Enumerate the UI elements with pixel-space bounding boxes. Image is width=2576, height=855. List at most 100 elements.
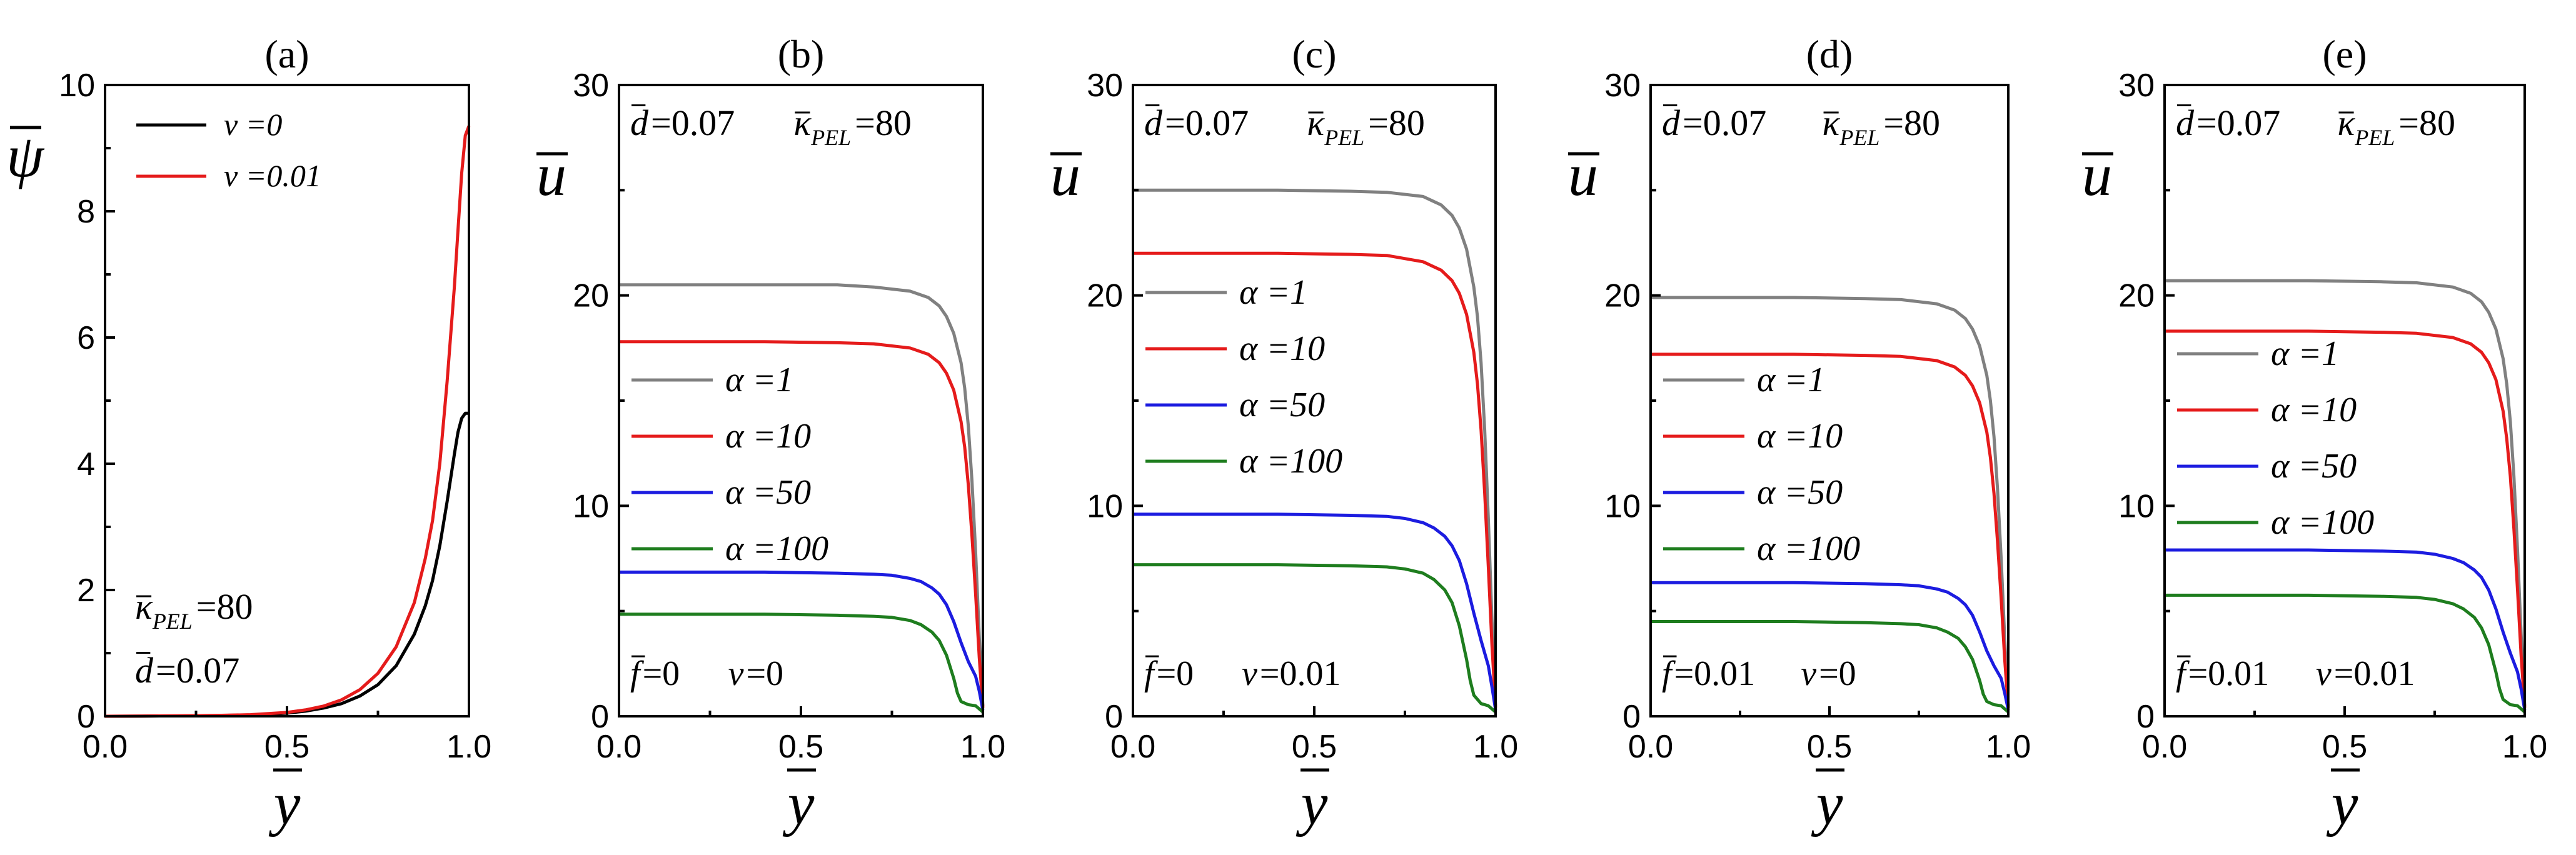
panel-label: (d) — [1806, 32, 1853, 76]
y-tick-label: 20 — [1604, 278, 1641, 314]
kappa-annotation-subscript: PEL — [810, 125, 851, 150]
y-tick-label: 20 — [1087, 278, 1123, 314]
legend-label: α =50 — [1757, 473, 1843, 512]
x-tick-label: 0.5 — [1292, 729, 1337, 765]
x-tick-label: 0.0 — [83, 729, 128, 765]
nu-annotation-symbol: ν — [2316, 654, 2332, 693]
y-tick-label: 0 — [2136, 699, 2155, 735]
series-line-2 — [1133, 251, 1497, 708]
x-axis-label: y — [2326, 770, 2358, 837]
kappa-annotation-value: =80 — [1883, 102, 1940, 143]
kappa-annotation-symbol: κ — [135, 586, 153, 627]
kappa-annotation-subscript: PEL — [2354, 125, 2395, 150]
y-tick-label: 0 — [1623, 699, 1641, 735]
nu-annotation: ν=0.01 — [2316, 654, 2415, 693]
y-tick-label: 20 — [573, 278, 609, 314]
d-annotation: d=0.07 — [1144, 102, 1249, 143]
y-axis-label: u — [1050, 141, 1080, 208]
d-annotation: d=0.07 — [1662, 102, 1766, 143]
kappa-annotation-subscript: PEL — [1324, 125, 1364, 150]
x-tick-label: 0.5 — [778, 729, 823, 765]
y-axis-label: u — [536, 141, 566, 208]
nu-annotation-symbol: ν — [728, 654, 744, 693]
x-tick-label: 1.0 — [1986, 729, 2031, 765]
kappa-annotation-value: =80 — [1368, 102, 1425, 143]
kappa-annotation: κPEL =80 — [1823, 102, 1940, 150]
legend-label: α =10 — [1757, 417, 1843, 456]
f-annotation-value: =0 — [643, 654, 680, 693]
x-tick-label: 0.0 — [2142, 729, 2187, 765]
d-annotation-value: =0.07 — [1683, 102, 1766, 143]
d-annotation-symbol: d — [1662, 102, 1681, 143]
nu-annotation-symbol: ν — [1801, 654, 1816, 693]
nu-annotation-value: =0.01 — [2334, 654, 2415, 693]
series-line-4 — [619, 612, 984, 714]
legend-label: α =10 — [1239, 329, 1325, 368]
series-line-3 — [1651, 581, 2010, 711]
d-annotation: d=0.07 — [135, 650, 239, 691]
kappa-annotation: κPEL =80 — [1307, 102, 1424, 150]
series-line-2 — [2165, 329, 2527, 708]
y-tick-label: 8 — [77, 194, 95, 230]
series-line-4 — [1651, 620, 2010, 714]
series-line-4 — [2165, 593, 2526, 714]
kappa-annotation-value: =80 — [196, 586, 253, 627]
y-tick-label: 0 — [77, 699, 95, 735]
kappa-annotation-symbol: κ — [793, 102, 812, 143]
d-annotation-value: =0.07 — [651, 102, 735, 143]
legend-label: α =10 — [725, 417, 811, 456]
legend-label: α =100 — [1757, 529, 1860, 568]
y-tick-label: 4 — [77, 446, 95, 482]
x-tick-label: 0.5 — [1807, 729, 1852, 765]
d-annotation-symbol: d — [135, 650, 154, 691]
f-annotation: f=0 — [630, 654, 680, 693]
x-tick-label: 1.0 — [2502, 729, 2547, 765]
legend-label: α =50 — [725, 473, 811, 512]
y-tick-label: 20 — [2118, 278, 2155, 314]
f-annotation: f=0.01 — [1662, 654, 1755, 693]
d-annotation-value: =0.07 — [1165, 102, 1249, 143]
f-annotation-value: =0.01 — [1674, 654, 1756, 693]
y-tick-label: 30 — [1604, 68, 1641, 104]
y-tick-label: 0 — [591, 699, 609, 735]
series-line-1 — [1651, 296, 2010, 706]
chart-panel-d: (d) 0 10 20 30 0.0 0.5 1.0 y u d=0.07 κPEL =80 f=0.01… — [1568, 32, 2031, 837]
x-tick-label: 0.0 — [1628, 729, 1673, 765]
nu-annotation: ν=0 — [1801, 654, 1856, 693]
d-annotation-symbol: d — [2176, 102, 2195, 143]
x-tick-label: 1.0 — [960, 729, 1005, 765]
x-axis-label: y — [1811, 770, 1843, 837]
y-tick-label: 10 — [573, 488, 609, 524]
x-tick-label: 0.0 — [596, 729, 641, 765]
y-tick-label: 30 — [573, 68, 609, 104]
legend-label: ν =0.01 — [224, 158, 321, 193]
d-annotation-symbol: d — [630, 102, 649, 143]
series-line-3 — [1133, 512, 1497, 711]
legend-label: α =50 — [2271, 447, 2357, 486]
legend-label: α =10 — [2271, 391, 2357, 429]
x-tick-label: 1.0 — [446, 729, 491, 765]
f-annotation: f=0 — [1144, 654, 1194, 693]
series-line-2 — [1651, 352, 2010, 708]
f-annotation-value: =0 — [1157, 654, 1194, 693]
y-tick-label: 0 — [1105, 699, 1123, 735]
x-tick-label: 1.0 — [1473, 729, 1518, 765]
kappa-annotation-value: =80 — [2398, 102, 2455, 143]
kappa-annotation-subscript: PEL — [1839, 125, 1879, 150]
legend-label: α =100 — [1239, 442, 1342, 481]
kappa-annotation-symbol: κ — [1823, 102, 1841, 143]
series-line-3 — [2165, 548, 2527, 711]
panel-label: (c) — [1292, 32, 1336, 76]
chart-panel-a: (a) 0 2 4 6 8 10 0.0 0.5 1.0 y ψ ν =0 ν =0.01 κPEL =80 d… — [6, 32, 491, 837]
series-line-2 — [619, 340, 985, 708]
series-line-4 — [1133, 563, 1497, 714]
f-annotation: f=0.01 — [2176, 654, 2269, 693]
series-line-1 — [1133, 188, 1497, 706]
series-line-3 — [619, 570, 985, 711]
x-tick-label: 0.0 — [1110, 729, 1155, 765]
y-axis-label: u — [2082, 141, 2112, 208]
x-axis-label: y — [1296, 770, 1328, 837]
y-tick-label: 10 — [1087, 488, 1123, 524]
